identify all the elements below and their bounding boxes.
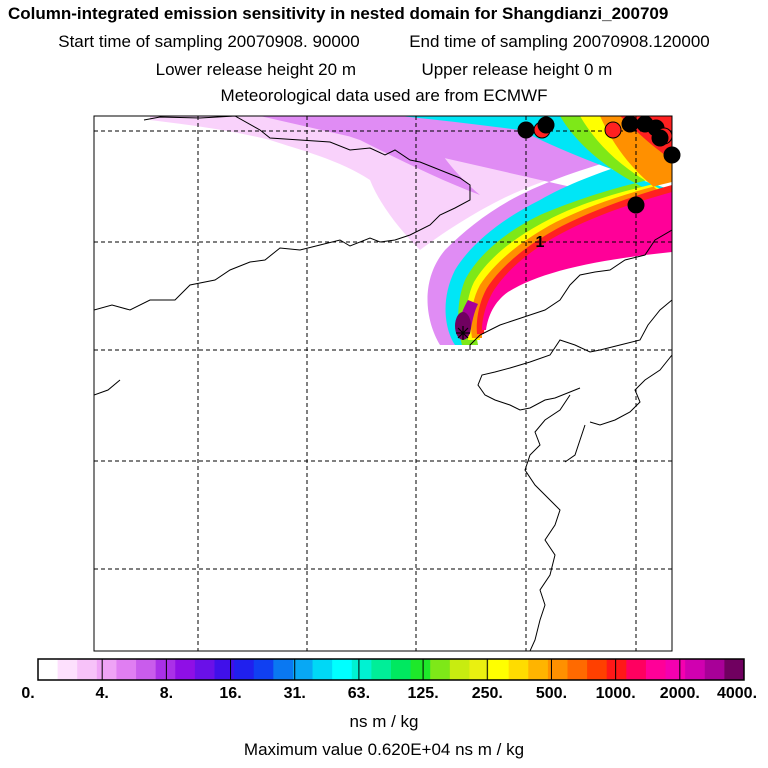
colorbar-swatch [508,659,529,680]
colorbar-swatch [430,659,451,680]
star-icon [456,326,470,340]
obs-point [651,129,669,147]
map-frame [93,115,673,652]
sampling-time-line: Start time of sampling 20070908. 90000 E… [0,32,768,52]
colorbar-swatch [626,659,647,680]
colorbar-swatch [645,659,667,680]
colorbar-swatch [332,659,353,680]
colorbar-swatch [704,659,725,680]
colorbar-tick-label: 0. [21,685,35,702]
colorbar-swatch [116,659,137,680]
colorbar-swatch [136,659,157,680]
colorbar-swatch [587,659,608,680]
upper-height-label: Upper release height 0 m [421,60,613,79]
colorbar-swatch [469,659,490,680]
colorbar-swatch [685,659,706,680]
colorbar-tick-label: 4000. [716,685,758,702]
colorbar-swatch [410,659,431,680]
colorbar-tick-label: 2000. [659,685,700,702]
obs-point [537,116,555,134]
colorbar-tick-label: 63. [347,685,371,702]
colorbar-tick-label: 8. [159,685,174,702]
plume-band-light [260,116,672,345]
colorbar-tick-label: 250. [471,685,503,702]
colorbar-swatch [96,659,117,680]
release-height-line: Lower release height 20 m Upper release … [0,60,768,80]
lower-height-label: Lower release height 20 m [155,60,356,79]
colorbar-swatch [194,659,215,680]
colorbar-swatch [371,659,392,680]
colorbar-tick-label: 500. [535,685,568,702]
colorbar-swatch [253,659,274,680]
colorbar-swatch [391,659,412,680]
colorbar-swatch [38,659,59,680]
obs-point [627,196,645,214]
plume-layers [150,116,672,345]
colorbar-swatch [312,659,333,680]
colorbar-tick-label: 1000. [595,685,636,702]
coastlines [94,116,672,651]
maximum-value-label: Maximum value 0.620E+04 ns m / kg [243,740,525,759]
colorbar-frame [37,658,745,681]
colorbar-swatch [528,659,549,680]
colorbar-swatch [567,659,588,680]
colorbar-swatch [489,659,510,680]
obs-point [621,115,639,133]
colorbar-swatch [351,659,372,680]
colorbar-swatch [77,659,98,680]
colorbar-tick-label: 16. [219,685,242,702]
plot-title: Column-integrated emission sensitivity i… [8,4,669,23]
start-time-label: Start time of sampling 20070908. 90000 [58,32,360,51]
colorbar-swatch [214,659,235,680]
colorbar-swatch [234,659,255,680]
plume-band-red [476,116,672,334]
colorbar [37,658,745,681]
plume-band-magenta [482,192,672,330]
colorbar-swatch [449,659,470,680]
colorbar-swatch [57,659,78,680]
colorbar-swatch [175,659,196,680]
colorbar-swatch [665,659,686,680]
colorbar-swatch [606,659,627,680]
colorbar-tick-label: 31. [283,685,306,702]
obs-point [604,121,622,139]
colorbar-swatch [724,659,745,680]
colorbar-swatch [273,659,294,680]
colorbar-unit-label: ns m / kg [349,712,419,731]
met-data-label: Meteorological data used are from ECMWF [220,86,548,105]
colorbar-tick-label: 4. [95,685,109,702]
colorbar-tick-label: 125. [407,685,439,702]
colorbar-swatch [292,659,314,680]
end-time-label: End time of sampling 20070908.120000 [409,32,710,51]
colorbar-swatch [155,659,176,680]
colorbar-swatch [547,659,568,680]
receptor-marker-label: 1 [536,234,545,251]
obs-point [517,121,535,139]
